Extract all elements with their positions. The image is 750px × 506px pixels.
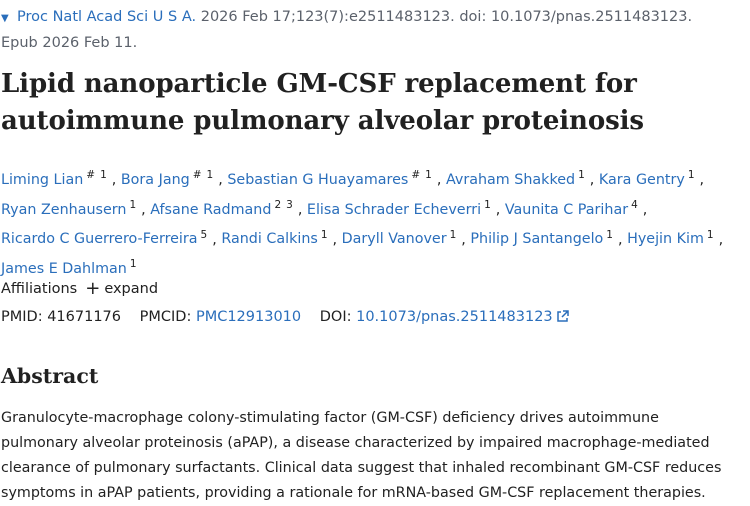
plus-icon[interactable]: + — [85, 278, 101, 299]
pmid-value: 41671176 — [47, 309, 122, 325]
author-list: Liming Lian #1, Bora Jang #1, Sebastian G … — [1, 169, 724, 278]
author-affiliation-marks[interactable]: 1 — [450, 229, 462, 241]
author-affiliation-marks[interactable]: 1 — [321, 229, 333, 241]
affiliation-mark[interactable]: 1 — [320, 228, 328, 241]
author-item: Vaunita C Parihar 4 — [504, 199, 643, 218]
author-item: Philip J Santangelo 1 — [470, 229, 618, 248]
journal-link[interactable]: Proc Natl Acad Sci U S A. — [17, 9, 197, 25]
affiliation-mark[interactable]: 3 — [286, 198, 293, 211]
abstract-line: clearance of pulmonary surfactants. Clin… — [1, 460, 722, 476]
doi-label: DOI: — [319, 309, 352, 325]
doi-link[interactable]: 10.1073/pnas.2511483123 — [356, 309, 569, 325]
affiliations: Affiliations + expand — [1, 278, 158, 300]
affiliation-mark[interactable]: # — [411, 169, 421, 181]
author-link[interactable]: Afsane Radmand — [150, 201, 272, 218]
author-affiliation-marks[interactable]: 1 — [578, 169, 590, 181]
author-item: Ryan Zenhausern 1 — [1, 199, 141, 218]
article-identifiers: PMID: 41671176 PMCID: PMC12913010 DOI: 1… — [1, 306, 569, 328]
affiliation-mark[interactable]: 1 — [449, 228, 457, 241]
pmcid-label: PMCID: — [139, 309, 192, 325]
affiliation-mark[interactable]: # — [192, 169, 202, 181]
abstract-text: Granulocyte-macrophage colony-stimulatin… — [1, 406, 750, 506]
author-link[interactable]: Liming Lian — [1, 171, 84, 188]
author-link[interactable]: Kara Gentry — [598, 171, 685, 188]
abstract-line: Granulocyte-macrophage colony-stimulatin… — [1, 410, 659, 426]
author-link[interactable]: Ricardo C Guerrero-Ferreira — [1, 231, 198, 248]
author-affiliation-marks[interactable]: 1 — [129, 199, 141, 211]
author-affiliation-marks[interactable]: 1 — [606, 229, 618, 241]
author-link[interactable]: Vaunita C Parihar — [504, 201, 629, 218]
author-item: Kara Gentry 1 — [598, 169, 700, 188]
affiliation-mark[interactable]: 1 — [206, 169, 214, 181]
author-affiliation-marks[interactable]: #1 — [193, 169, 219, 181]
author-item: Daryll Vanover 1 — [341, 229, 462, 248]
author-link[interactable]: Randi Calkins — [221, 231, 318, 248]
author-item: Ricardo C Guerrero-Ferreira 5 — [1, 229, 213, 248]
author-item: Liming Lian #1 — [1, 169, 112, 188]
author-item: Hyejin Kim 1 — [627, 229, 719, 248]
author-link[interactable]: Sebastian G Huayamares — [227, 171, 409, 188]
affiliation-mark[interactable]: 1 — [578, 169, 585, 181]
author-item: Afsane Radmand 2 3 — [150, 199, 298, 218]
author-item: Randi Calkins 1 — [221, 229, 333, 248]
affiliation-mark[interactable]: 1 — [100, 169, 107, 181]
author-item: James E Dahlman 1 — [1, 258, 142, 278]
epub-date: Epub 2026 Feb 11. — [1, 35, 138, 51]
affiliation-mark[interactable]: 1 — [706, 228, 714, 241]
author-link[interactable]: Daryll Vanover — [341, 231, 447, 248]
affiliation-mark[interactable]: # — [86, 169, 96, 181]
author-item: Avraham Shakked 1 — [445, 169, 590, 188]
author-affiliation-marks[interactable]: 4 — [631, 199, 643, 211]
triangle-down-icon[interactable]: ▼ — [1, 13, 9, 24]
abstract-heading: Abstract — [1, 364, 99, 388]
affiliation-mark[interactable]: 1 — [606, 228, 613, 241]
author-affiliation-marks[interactable]: 1 — [707, 229, 719, 241]
affiliation-mark[interactable]: 1 — [129, 198, 137, 211]
author-link[interactable]: Philip J Santangelo — [470, 231, 604, 248]
affiliation-mark[interactable]: 1 — [484, 198, 491, 211]
external-link-icon — [556, 310, 569, 322]
author-affiliation-marks[interactable]: 1 — [484, 199, 496, 211]
citation-details: 2026 Feb 17;123(7):e2511483123. doi: 10.… — [196, 9, 693, 25]
abstract-line: pulmonary alveolar proteinosis (aPAP), a… — [1, 435, 710, 451]
pmcid-link[interactable]: PMC12913010 — [195, 309, 302, 325]
author-affiliation-marks[interactable]: 5 — [201, 229, 213, 241]
abstract-line: symptoms in aPAP patients, providing a r… — [1, 485, 706, 501]
author-affiliation-marks[interactable]: 1 — [130, 258, 142, 270]
affiliation-mark[interactable]: 5 — [200, 228, 208, 241]
affiliation-mark[interactable]: 2 — [274, 198, 282, 211]
author-affiliation-marks[interactable]: #1 — [411, 169, 437, 181]
author-affiliation-marks[interactable]: 1 — [688, 169, 700, 181]
affiliations-label: Affiliations — [1, 281, 78, 297]
pmid-label: PMID: — [1, 309, 43, 325]
author-item: Elisa Schrader Echeverri 1 — [306, 199, 496, 218]
author-link[interactable]: Bora Jang — [120, 171, 190, 188]
article-title: Lipid nanoparticle GM-CSF replacement fo… — [1, 69, 644, 136]
author-item: Sebastian G Huayamares #1 — [227, 169, 437, 188]
author-link[interactable]: Hyejin Kim — [627, 231, 704, 248]
expand-affiliations-button[interactable]: expand — [104, 281, 159, 297]
affiliation-mark[interactable]: 1 — [425, 169, 432, 181]
author-item: Bora Jang #1 — [120, 169, 219, 188]
citation: ▼ Proc Natl Acad Sci U S A. 2026 Feb 17;1… — [1, 5, 746, 55]
affiliation-mark[interactable]: 4 — [631, 198, 638, 211]
author-link[interactable]: James E Dahlman — [1, 261, 127, 278]
author-link[interactable]: Ryan Zenhausern — [1, 201, 127, 218]
author-link[interactable]: Elisa Schrader Echeverri — [306, 201, 482, 218]
affiliation-mark[interactable]: 1 — [129, 258, 137, 271]
affiliation-mark[interactable]: 1 — [687, 169, 695, 181]
author-link[interactable]: Avraham Shakked — [445, 171, 576, 188]
author-affiliation-marks[interactable]: #1 — [86, 169, 112, 181]
